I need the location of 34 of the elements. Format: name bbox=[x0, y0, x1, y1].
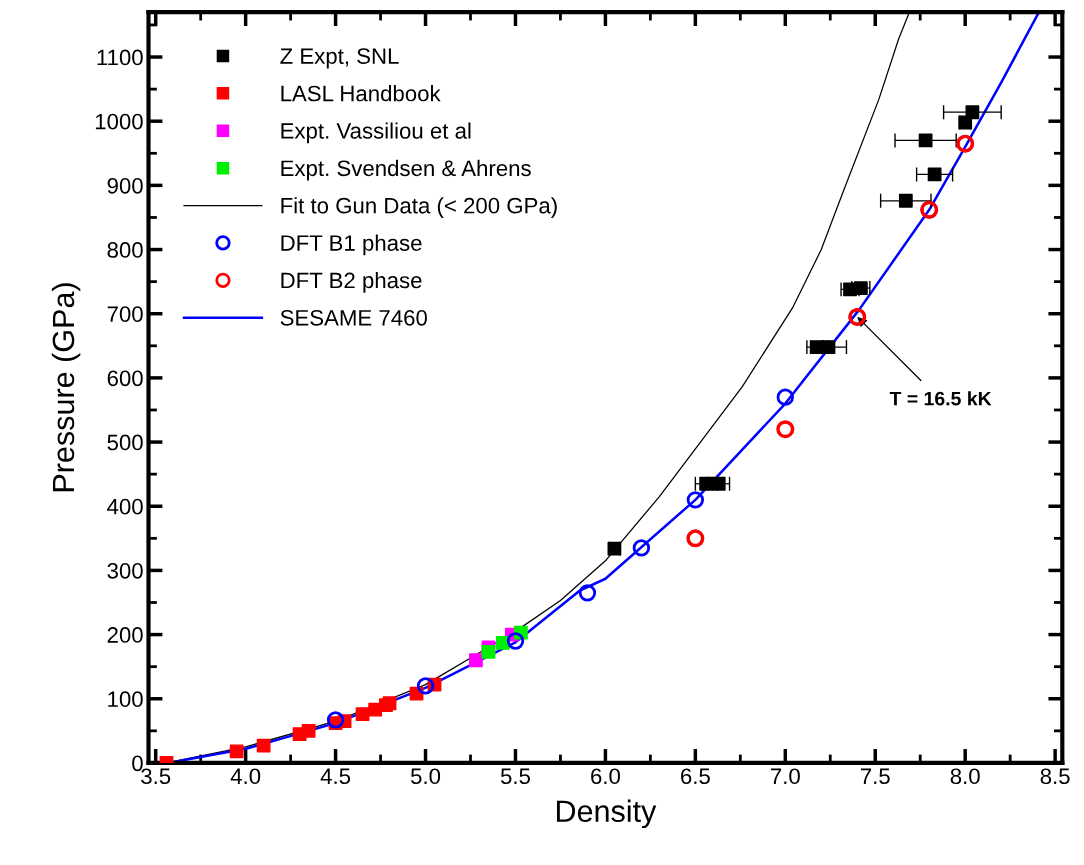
x-tick-label: 6.0 bbox=[591, 768, 620, 785]
y-tick-label: 600 bbox=[107, 370, 143, 387]
y-tick-label: 1000 bbox=[95, 113, 143, 130]
x-tick-label: 4.5 bbox=[320, 768, 351, 785]
y-tick-label: 400 bbox=[107, 498, 143, 515]
x-tick-label: 7.5 bbox=[860, 768, 890, 785]
legend-label: Z Expt, SNL bbox=[280, 48, 399, 69]
y-tick-label: 1100 bbox=[97, 49, 143, 66]
x-axis-title: Density bbox=[556, 799, 657, 829]
legend-label: Expt. Vassiliou et al bbox=[281, 122, 471, 144]
y-tick-label: 500 bbox=[107, 434, 143, 451]
legend-label: SESAME 7460 bbox=[280, 309, 427, 326]
y-tick-label: 800 bbox=[107, 242, 143, 258]
x-tick-label: 4.0 bbox=[230, 768, 261, 785]
y-tick-label: 200 bbox=[107, 627, 143, 643]
y-axis-title: Pressure (GPa) bbox=[51, 283, 81, 492]
y-tick-label: 700 bbox=[107, 306, 143, 322]
legend-label: DFT B2 phase bbox=[281, 271, 422, 293]
annotation: T = 16.5 kK bbox=[889, 391, 992, 406]
y-tick-label: 100 bbox=[108, 691, 143, 708]
x-tick-label: 6.5 bbox=[681, 768, 710, 785]
x-tick-label: 5.0 bbox=[410, 768, 441, 785]
y-tick-label: 900 bbox=[107, 177, 143, 194]
legend-label: DFT B1 phase bbox=[281, 234, 422, 256]
legend-label: Expt. Svendsen & Ahrens bbox=[281, 159, 531, 181]
legend-label: Fit to Gun Data (< 200 GPa) bbox=[281, 197, 557, 218]
x-tick-label: 8.5 bbox=[1040, 768, 1070, 785]
x-tick-label: 7.0 bbox=[770, 768, 800, 785]
x-tick-label: 5.5 bbox=[500, 768, 530, 785]
x-tick-label: 8.0 bbox=[950, 768, 980, 785]
legend-label: LASL Handbook bbox=[281, 85, 441, 102]
y-tick-label: 300 bbox=[107, 562, 143, 579]
x-tick-label: 3.5 bbox=[141, 768, 171, 785]
y-tick-label: 0 bbox=[132, 755, 143, 772]
